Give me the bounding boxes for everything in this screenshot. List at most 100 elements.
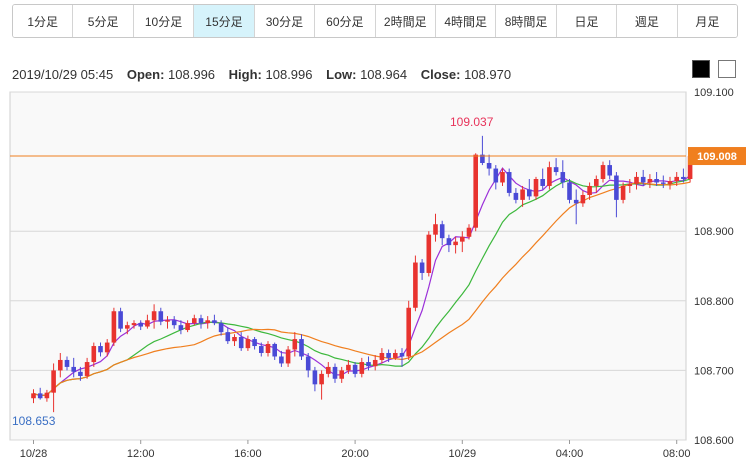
y-tick-label: 109.100 bbox=[694, 87, 734, 99]
open-value: 108.996 bbox=[168, 67, 216, 82]
candle bbox=[419, 259, 425, 280]
candle-body bbox=[460, 236, 465, 242]
candle bbox=[78, 366, 83, 381]
candle bbox=[44, 389, 50, 402]
candle-body bbox=[687, 156, 693, 179]
candle-body bbox=[419, 262, 425, 273]
timeframe-tab[interactable]: 30分足 bbox=[253, 5, 315, 37]
candle-body bbox=[674, 176, 679, 182]
x-tick-label: 16:00 bbox=[234, 448, 262, 460]
candle bbox=[339, 366, 344, 383]
candle-body bbox=[439, 224, 445, 239]
close-label: Close: bbox=[420, 67, 461, 82]
candle-body bbox=[366, 362, 371, 367]
candle-body bbox=[399, 353, 405, 357]
candle-body bbox=[553, 167, 559, 173]
candle-body bbox=[71, 366, 76, 372]
candle bbox=[553, 158, 559, 176]
candle bbox=[71, 357, 76, 378]
timeframe-tab[interactable]: 5分足 bbox=[72, 5, 133, 37]
candle bbox=[413, 255, 418, 312]
close-value: 108.970 bbox=[464, 67, 512, 82]
candle bbox=[573, 189, 579, 225]
y-tick-label: 108.700 bbox=[694, 365, 734, 377]
timeframe-tab[interactable]: 週足 bbox=[616, 5, 677, 37]
candle bbox=[104, 339, 110, 357]
candle bbox=[171, 316, 177, 329]
candle bbox=[185, 320, 190, 333]
candle bbox=[439, 220, 445, 246]
candle bbox=[118, 307, 123, 333]
candle bbox=[245, 335, 251, 351]
candle-body bbox=[426, 234, 432, 273]
timeframe-tab[interactable]: 2時間足 bbox=[374, 5, 435, 37]
min-price-label: 108.653 bbox=[12, 414, 56, 428]
candle-body bbox=[151, 311, 157, 321]
candle bbox=[232, 334, 237, 347]
candle-body bbox=[78, 371, 83, 376]
candle-body bbox=[594, 179, 599, 186]
candle bbox=[647, 174, 653, 189]
candle-body bbox=[312, 370, 318, 385]
candle bbox=[607, 160, 612, 179]
candle bbox=[520, 185, 525, 207]
candle-body bbox=[473, 154, 478, 228]
candle-body bbox=[359, 362, 365, 374]
ohlc-datetime: 2019/10/29 05:45 bbox=[12, 67, 114, 82]
max-price-label: 109.037 bbox=[450, 115, 494, 129]
candle bbox=[640, 169, 646, 186]
candle bbox=[31, 389, 36, 404]
candle-body bbox=[252, 339, 257, 347]
candle-body bbox=[51, 370, 56, 393]
timeframe-tab[interactable]: 10分足 bbox=[132, 5, 194, 37]
candle bbox=[352, 362, 358, 378]
candle-body bbox=[506, 172, 512, 193]
candle-body bbox=[346, 364, 351, 371]
candle bbox=[285, 346, 291, 367]
dark-theme-button[interactable] bbox=[692, 60, 710, 78]
candle-body bbox=[339, 370, 344, 379]
timeframe-tab[interactable]: 4時間足 bbox=[434, 5, 496, 37]
timeframe-tab[interactable]: 1分足 bbox=[13, 5, 73, 37]
candle bbox=[326, 362, 331, 378]
candle-body bbox=[225, 332, 231, 342]
candle-body bbox=[299, 339, 304, 357]
light-theme-button[interactable] bbox=[718, 60, 736, 78]
plot-area bbox=[9, 91, 687, 441]
candle bbox=[600, 161, 606, 183]
timeframe-tab[interactable]: 15分足 bbox=[193, 5, 254, 37]
candle bbox=[547, 161, 552, 190]
candle-body bbox=[413, 262, 418, 308]
candle bbox=[111, 307, 117, 347]
candle bbox=[64, 356, 70, 371]
candle-body bbox=[292, 339, 298, 350]
timeframe-tab[interactable]: 60分足 bbox=[314, 5, 375, 37]
candle bbox=[567, 179, 572, 204]
candle-body bbox=[104, 342, 110, 353]
timeframe-tab[interactable]: 8時間足 bbox=[495, 5, 556, 37]
candle-body bbox=[91, 346, 97, 363]
candle bbox=[513, 188, 519, 204]
timeframe-tabs: 1分足 5分足 10分足 15分足 30分足 60分足 2時間足 4時間足 8時間足 日足 週足 月足 bbox=[12, 4, 738, 38]
candle-body bbox=[178, 325, 184, 331]
candle-body bbox=[118, 311, 123, 329]
candle bbox=[506, 168, 512, 197]
candle bbox=[151, 304, 157, 329]
candle bbox=[98, 342, 103, 357]
candle bbox=[446, 234, 452, 253]
candle-body bbox=[393, 353, 398, 358]
timeframe-tab[interactable]: 日足 bbox=[555, 5, 617, 37]
timeframe-tab[interactable]: 月足 bbox=[676, 5, 737, 37]
candle bbox=[265, 341, 271, 357]
candle bbox=[299, 334, 304, 360]
candle-body bbox=[681, 176, 686, 179]
x-tick-label: 04:00 bbox=[556, 448, 584, 460]
candle-body bbox=[446, 238, 452, 246]
candle-body bbox=[185, 323, 190, 331]
candle-body bbox=[540, 179, 545, 186]
candle-body bbox=[520, 189, 525, 200]
candle bbox=[560, 160, 566, 189]
candle-body bbox=[379, 353, 385, 360]
candle bbox=[312, 366, 318, 392]
candle-body bbox=[158, 311, 164, 322]
